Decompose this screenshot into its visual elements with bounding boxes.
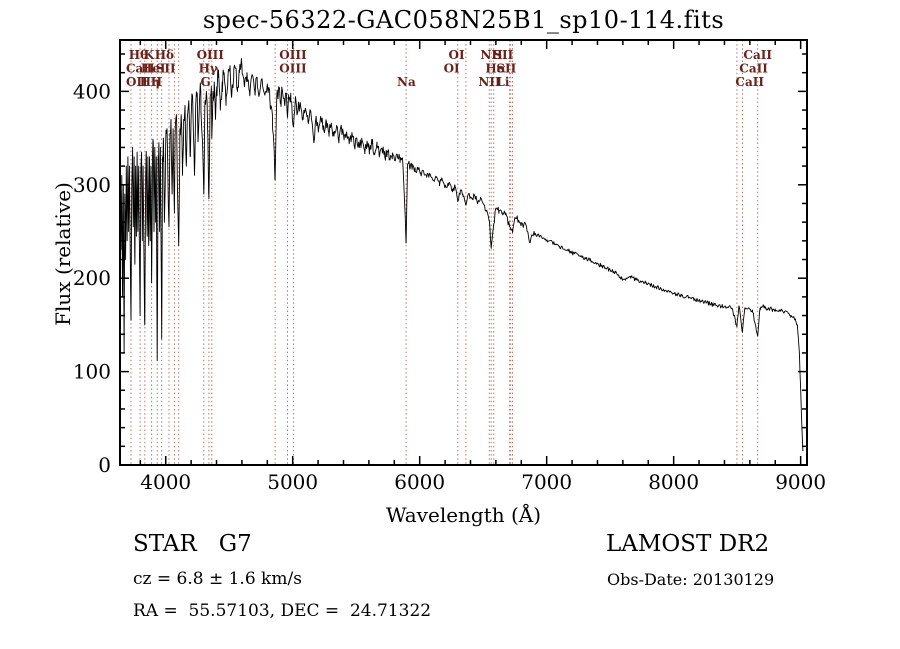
spectral-line-label: CaII	[126, 62, 155, 76]
y-tick-label: 300	[73, 173, 111, 197]
spectral-line-label: Hγ	[199, 62, 218, 76]
spectral-line-label: NII	[478, 75, 501, 89]
spectral-line-label: HeI	[141, 62, 166, 76]
x-tick-label: 5000	[267, 470, 318, 494]
spectral-line-label: Na	[397, 75, 416, 89]
x-tick-label: 6000	[394, 470, 445, 494]
x-tick-label: 9000	[775, 470, 826, 494]
spectral-line-label: Hδ	[155, 48, 174, 62]
spectral-line-label: OI	[449, 48, 465, 62]
classification-text: STAR G7	[133, 531, 252, 557]
spectral-line-label: Li	[496, 75, 509, 89]
obs-date-text: Obs-Date: 20130129	[607, 570, 775, 589]
plot-frame	[119, 39, 808, 466]
redshift-velocity-text: cz = 6.8 ± 1.6 km/s	[133, 569, 302, 589]
spectral-line-label: H	[151, 75, 162, 89]
x-tick-label: 4000	[140, 470, 191, 494]
spectral-line-label: NII	[480, 48, 503, 62]
spectral-line-label: Hθ	[129, 48, 148, 62]
plot-title: spec-56322-GAC058N25B1_sp10-114.fits	[202, 6, 725, 34]
y-tick-label: 200	[73, 266, 111, 290]
spectral-line-label: CaII	[735, 75, 764, 89]
spectral-line-label: Hη	[140, 75, 160, 89]
x-axis-label: Wavelength (Å)	[385, 503, 542, 527]
survey-name-text: LAMOST DR2	[606, 531, 770, 557]
spectral-line-label: OIII	[279, 48, 307, 62]
spectral-line-label: SII	[496, 62, 516, 76]
spectral-line-label: SII	[156, 62, 176, 76]
spectral-line-label: CaII	[739, 62, 768, 76]
spectral-line-label: OI	[444, 62, 460, 76]
y-tick-label: 100	[73, 360, 111, 384]
spectral-line-label: OIII	[279, 62, 307, 76]
spectral-line-label: SII	[493, 48, 513, 62]
spectral-line-label: K	[144, 48, 155, 62]
y-tick-label: 400	[73, 79, 111, 103]
spectral-line-label: CaII	[743, 48, 772, 62]
coordinates-text: RA = 55.57103, DEC = 24.71322	[133, 601, 432, 621]
spectrum-trace	[120, 58, 804, 452]
y-axis-label: Flux (relative)	[51, 182, 75, 326]
x-tick-label: 7000	[521, 470, 572, 494]
spectral-line-label: OII	[126, 75, 148, 89]
x-tick-label: 8000	[648, 470, 699, 494]
spectral-line-label: G	[201, 75, 211, 89]
spectral-line-label: OIII	[197, 48, 225, 62]
spectral-line-label: Hα	[485, 62, 506, 76]
y-tick-label: 0	[98, 453, 111, 477]
